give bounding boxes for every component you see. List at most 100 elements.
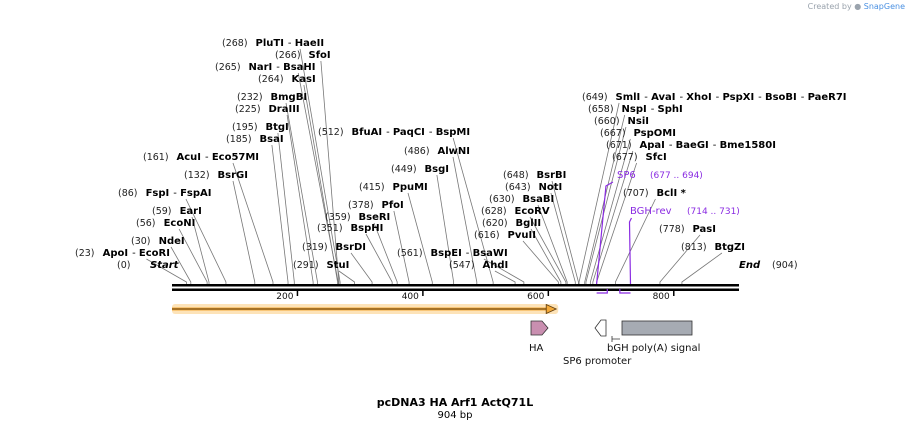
site-label-btgzi[interactable]: BtgZI xyxy=(715,242,746,253)
sp6-promoter-label: SP6 promoter xyxy=(563,356,632,367)
site-label-bcli[interactable]: BclI * xyxy=(657,188,687,199)
bgh-polya-feature[interactable] xyxy=(621,320,693,336)
site-label-sfoi[interactable]: SfoI xyxy=(309,50,331,61)
site-label-btgi[interactable]: BtgI xyxy=(266,122,289,133)
site-leader-bsabi xyxy=(537,204,568,284)
site-label-pvuii[interactable]: PvuII xyxy=(508,230,536,241)
site-leader-fspi xyxy=(185,198,227,284)
site-label-ecorv[interactable]: EcoRV xyxy=(515,206,550,217)
site-leader-btgzi xyxy=(681,252,723,284)
site-label-apoi[interactable]: ApoI - EcoRI xyxy=(103,248,170,259)
site-label-pspomi[interactable]: PspOMI xyxy=(634,128,676,139)
site-label-draiii[interactable]: DraIII xyxy=(269,104,300,115)
site-pos-ahdi: (547) xyxy=(449,260,475,271)
site-label-apai[interactable]: ApaI - BaeGI - Bme1580I xyxy=(640,140,776,151)
site-pos-btgzi: (813) xyxy=(681,242,707,253)
site-leader-smli xyxy=(578,102,620,284)
sp6-promoter-feature[interactable] xyxy=(594,319,607,337)
bgh-rev-primer-mark[interactable] xyxy=(619,217,633,294)
site-label-ndei[interactable]: NdeI xyxy=(159,236,185,247)
site-label-kasi[interactable]: KasI xyxy=(292,74,316,85)
site-label-bsphi[interactable]: BspHI xyxy=(351,223,384,234)
end-label: End xyxy=(739,260,761,271)
site-pos-bsabi: (630) xyxy=(489,194,515,205)
site-pos-btgi: (195) xyxy=(232,122,258,133)
site-pos-draiii: (225) xyxy=(235,104,261,115)
site-label-bsgi[interactable]: BsgI xyxy=(425,164,449,175)
site-label-pasi[interactable]: PasI xyxy=(693,224,716,235)
site-pos-pasi: (778) xyxy=(659,224,685,235)
site-pos-smli: (649) xyxy=(582,92,608,103)
site-pos-sfoi: (266) xyxy=(275,50,301,61)
tick-label-200: 200 xyxy=(276,292,293,302)
credit-brand: SnapGene xyxy=(863,2,905,11)
site-label-eari[interactable]: EarI xyxy=(180,206,202,217)
site-label-ppumi[interactable]: PpuMI xyxy=(393,182,428,193)
site-label-stui[interactable]: StuI xyxy=(327,260,350,271)
end-pos-label: (904) xyxy=(772,260,798,271)
site-pos-pspomi: (667) xyxy=(600,128,626,139)
site-leader-bspei xyxy=(483,258,525,284)
site-leader-ndei xyxy=(170,246,192,284)
site-pos-bsrgi: (132) xyxy=(184,170,210,181)
site-leader-stui xyxy=(338,270,355,284)
site-label-bsrdi[interactable]: BsrDI xyxy=(336,242,367,253)
tick-label-400: 400 xyxy=(402,292,419,302)
site-label-pfoi[interactable]: PfoI xyxy=(382,200,404,211)
site-leader-bsai xyxy=(271,144,289,284)
site-leader-nspi xyxy=(584,114,626,284)
site-leader-bfuai xyxy=(452,137,494,284)
site-label-bsrgi[interactable]: BsrGI xyxy=(218,170,248,181)
site-label-bsai[interactable]: BsaI xyxy=(260,134,284,145)
ha-feature[interactable] xyxy=(530,320,549,336)
site-label-econi[interactable]: EcoNI xyxy=(164,218,196,229)
site-leader-pvuii xyxy=(522,240,559,284)
site-label-bmgbi[interactable]: BmgBI xyxy=(271,92,308,103)
site-label-bglii[interactable]: BglII xyxy=(516,218,542,229)
site-label-nsii[interactable]: NsiI xyxy=(628,116,649,127)
site-label-bsrbi[interactable]: BsrBI xyxy=(537,170,567,181)
site-label-pluti[interactable]: PluTI - HaeII xyxy=(256,38,325,49)
sp6-primer-name: SP6 xyxy=(617,170,636,181)
site-leader-sfoi xyxy=(320,60,340,284)
site-leader-noti xyxy=(550,192,576,284)
site-leader-bsphi xyxy=(365,233,393,284)
site-pos-bmgbi: (232) xyxy=(237,92,263,103)
site-pos-apai: (671) xyxy=(606,140,632,151)
site-label-smli[interactable]: SmlI - AvaI - XhoI - PspXI - BsoBI - PaeR7I xyxy=(616,92,847,103)
ha-feature-label: HA xyxy=(529,343,544,354)
bgh-rev-primer-name: BGH-rev xyxy=(630,206,672,217)
bgh-polya-label: bGH poly(A) signal xyxy=(607,343,700,354)
site-label-bspei[interactable]: BspEI - BsaWI xyxy=(431,248,508,259)
site-pos-alwni: (486) xyxy=(404,146,430,157)
site-label-acui[interactable]: AcuI - Eco57MI xyxy=(177,152,260,163)
site-label-alwni[interactable]: AlwNI xyxy=(438,146,471,157)
site-leader-eari xyxy=(191,216,210,284)
site-leader-ppumi xyxy=(407,192,433,284)
site-label-bfuai[interactable]: BfuAI - PaqCI - BspMI xyxy=(352,127,471,138)
site-label-ahdi[interactable]: AhdI xyxy=(483,260,509,271)
site-pos-stui: (291) xyxy=(293,260,319,271)
site-pos-ndei: (30) xyxy=(131,236,151,247)
ruler-ticks: 200 400 600 800 xyxy=(276,291,675,302)
site-label-fspi[interactable]: FspI - FspAI xyxy=(146,188,212,199)
site-leader-nsii xyxy=(585,126,627,284)
orf-arrow[interactable] xyxy=(172,303,559,315)
site-pos-bspei: (561) xyxy=(397,248,423,259)
site-label-bsabi[interactable]: BsaBI xyxy=(523,194,555,205)
site-label-sfci[interactable]: SfcI xyxy=(646,152,667,163)
site-leader-pfoi xyxy=(393,210,410,284)
site-pos-apoi: (23) xyxy=(75,248,95,259)
site-leader-btgi xyxy=(277,132,295,284)
site-label-noti[interactable]: NotI xyxy=(539,182,563,193)
orf-arrow-head xyxy=(545,303,558,315)
site-pos-nari: (265) xyxy=(215,62,241,73)
credit-prefix: Created by xyxy=(807,2,852,11)
site-leader-bsrgi xyxy=(232,180,256,284)
sp6-primer-mark[interactable] xyxy=(596,181,614,294)
site-label-nari[interactable]: NarI - BsaHI xyxy=(249,62,316,73)
site-label-bseri[interactable]: BseRI xyxy=(359,212,391,223)
site-leader-ahdi xyxy=(494,270,516,284)
site-pos-bsgi: (449) xyxy=(391,164,417,175)
site-label-nspi[interactable]: NspI - SphI xyxy=(622,104,683,115)
